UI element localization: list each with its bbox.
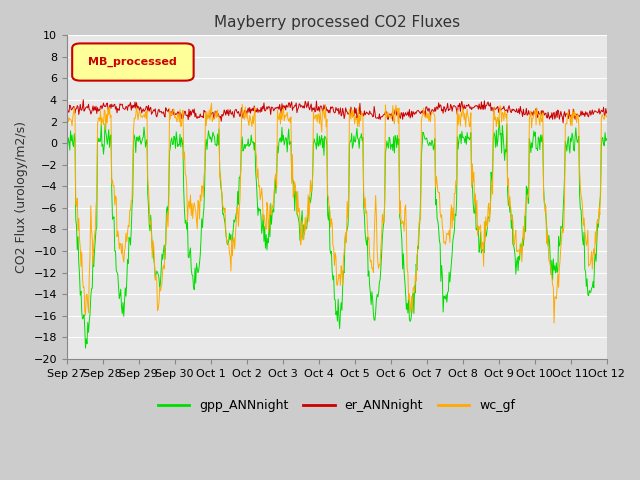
Line: gpp_ANNnight: gpp_ANNnight bbox=[67, 120, 607, 348]
Line: wc_gf: wc_gf bbox=[67, 103, 607, 323]
Line: er_ANNnight: er_ANNnight bbox=[67, 100, 607, 123]
FancyBboxPatch shape bbox=[72, 43, 194, 81]
Title: Mayberry processed CO2 Fluxes: Mayberry processed CO2 Fluxes bbox=[214, 15, 460, 30]
Text: MB_processed: MB_processed bbox=[88, 57, 177, 67]
Legend: gpp_ANNnight, er_ANNnight, wc_gf: gpp_ANNnight, er_ANNnight, wc_gf bbox=[153, 395, 520, 418]
Y-axis label: CO2 Flux (urology/m2/s): CO2 Flux (urology/m2/s) bbox=[15, 121, 28, 273]
